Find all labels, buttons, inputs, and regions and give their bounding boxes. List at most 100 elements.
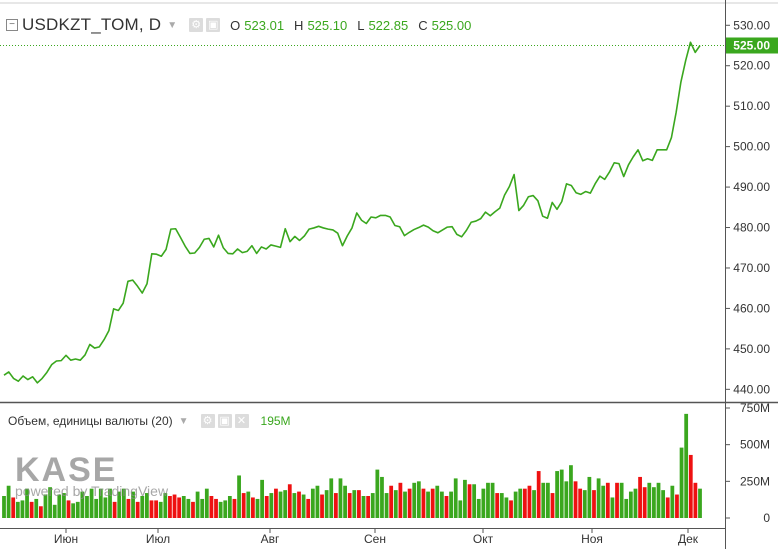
- price-tick-label: 480.00: [733, 221, 770, 235]
- time-tick-label: Дек: [678, 532, 699, 546]
- volume-bar: [670, 485, 675, 518]
- volume-bar: [490, 482, 495, 518]
- volume-legend: Объем, единицы валюты (20) ▼ ⚙ ▣ ✕ 195M: [8, 412, 291, 430]
- volume-bar: [652, 487, 656, 518]
- close-icon[interactable]: ✕: [234, 414, 249, 428]
- volume-bar: [370, 493, 375, 518]
- volume-bar: [642, 487, 647, 518]
- volume-bar: [209, 496, 214, 518]
- volume-bar: [532, 490, 536, 518]
- volume-bar: [587, 476, 592, 518]
- volume-bar: [698, 488, 702, 518]
- settings-icon[interactable]: ⚙: [189, 18, 204, 32]
- volume-bar: [472, 484, 477, 518]
- volume-bar: [564, 481, 569, 518]
- volume-bar: [619, 482, 624, 518]
- volume-bar: [555, 471, 560, 518]
- volume-bar: [158, 501, 163, 518]
- price-tick-label: 500.00: [733, 140, 770, 154]
- volume-title[interactable]: Объем, единицы валюты (20): [8, 414, 173, 428]
- volume-bar: [426, 491, 430, 518]
- volume-bar: [615, 482, 619, 518]
- volume-bar: [191, 501, 195, 518]
- volume-bar: [403, 491, 407, 518]
- price-line: [3, 41, 701, 384]
- volume-bar: [204, 488, 209, 518]
- volume-bar: [559, 469, 564, 518]
- volume-bar: [628, 491, 633, 518]
- logo-brand: KASE: [15, 451, 118, 489]
- volume-bar: [601, 485, 606, 518]
- volume-bar: [57, 494, 62, 518]
- volume-bar: [177, 497, 182, 518]
- volume-bar: [168, 496, 172, 518]
- volume-bar: [218, 501, 223, 518]
- volume-tick-label: 0: [763, 511, 770, 525]
- format-icon[interactable]: ▣: [206, 18, 221, 32]
- time-tick-label: Авг: [261, 532, 280, 546]
- volume-bar: [661, 490, 666, 518]
- time-tick-label: Июн: [54, 532, 78, 546]
- volume-bar: [407, 488, 412, 518]
- volume-bar: [578, 488, 583, 518]
- volume-bar: [421, 488, 426, 518]
- price-tick-label: 440.00: [733, 382, 770, 396]
- volume-bar: [610, 497, 615, 518]
- volume-bar: [458, 500, 463, 518]
- volume-bar: [241, 493, 246, 518]
- volume-bar: [430, 488, 435, 518]
- volume-bar: [181, 496, 186, 518]
- volume-bar: [200, 498, 205, 518]
- volume-bar: [195, 491, 200, 518]
- volume-bar: [439, 491, 444, 518]
- volume-bar: [380, 476, 384, 518]
- volume-bar: [352, 490, 357, 518]
- price-tick-label: 510.00: [733, 99, 770, 113]
- volume-bar: [315, 485, 320, 518]
- volume-bar: [550, 493, 555, 518]
- volume-bar: [546, 482, 550, 518]
- volume-bar: [6, 485, 11, 518]
- volume-bar: [324, 490, 329, 518]
- dropdown-arrow-icon[interactable]: ▼: [167, 19, 178, 31]
- volume-bar: [278, 491, 283, 518]
- settings-icon[interactable]: ⚙: [200, 414, 215, 428]
- price-line-layer[interactable]: [0, 41, 725, 384]
- volume-bar: [306, 498, 311, 518]
- high-label: H: [294, 17, 304, 33]
- volume-bar: [596, 478, 601, 518]
- volume-bar: [237, 475, 241, 518]
- volume-bar: [647, 482, 652, 518]
- volume-bar: [499, 493, 504, 518]
- kase-logo[interactable]: KASE powered by TradingView: [15, 453, 168, 499]
- time-tick-label: Июл: [146, 532, 170, 546]
- volume-bar: [232, 498, 237, 518]
- volume-bar: [453, 478, 458, 518]
- price-tick-label: 530.00: [733, 18, 770, 32]
- volume-bar: [495, 493, 500, 518]
- volume-bar: [688, 454, 693, 518]
- volume-bar: [504, 497, 509, 518]
- collapse-icon[interactable]: −: [6, 19, 18, 31]
- volume-bar: [38, 506, 43, 518]
- volume-bar: [117, 491, 122, 518]
- volume-bar: [573, 481, 578, 518]
- volume-bar: [638, 476, 642, 518]
- volume-tick-label: 250M: [740, 474, 770, 488]
- dropdown-arrow-icon[interactable]: ▼: [178, 415, 189, 427]
- volume-bar: [320, 494, 324, 518]
- volume-tick-label: 500M: [740, 438, 770, 452]
- volume-bar: [301, 494, 306, 518]
- volume-bar: [98, 488, 103, 518]
- volume-bar: [536, 471, 541, 518]
- low-value: 522.85: [368, 17, 409, 33]
- time-tick-label: Ноя: [581, 532, 603, 546]
- volume-bar: [163, 493, 168, 518]
- volume-bar: [656, 482, 661, 518]
- volume-bar: [527, 485, 532, 518]
- symbol-title[interactable]: USDKZT_TOM, D: [22, 15, 162, 34]
- volume-bar: [112, 501, 117, 518]
- format-icon[interactable]: ▣: [217, 414, 232, 428]
- volume-bar: [2, 496, 6, 518]
